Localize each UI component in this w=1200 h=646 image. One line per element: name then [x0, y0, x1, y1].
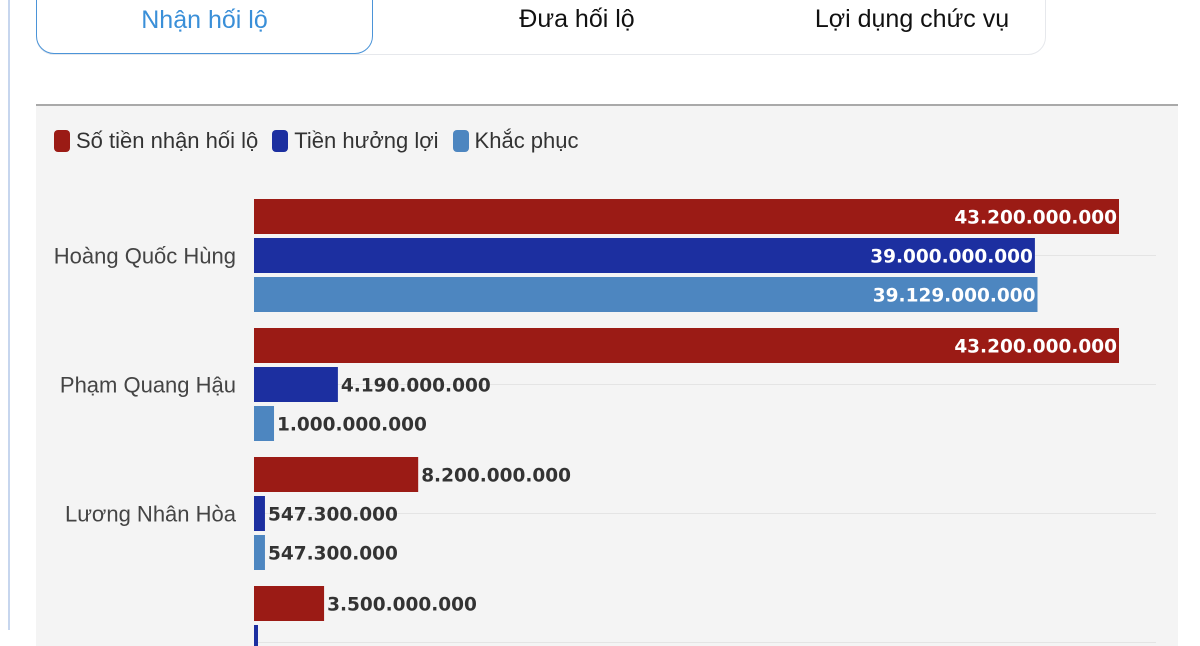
- bar[interactable]: [254, 277, 1038, 312]
- bar[interactable]: [254, 586, 325, 621]
- category-label: Hoàng Quốc Hùng: [54, 244, 236, 269]
- legend-label: Tiền hưởng lợi: [294, 128, 439, 153]
- bar[interactable]: [254, 406, 275, 441]
- bar[interactable]: [254, 199, 1119, 234]
- legend-swatch: [272, 130, 289, 152]
- category-label: Lương Nhân Hòa: [65, 502, 237, 527]
- chart-panel: Hoàng Quốc Hùng 43.200.000.000 39.000.000.…: [36, 104, 1178, 646]
- legend-swatch: [452, 130, 469, 152]
- bar[interactable]: [254, 625, 259, 646]
- tab-nhan-hoi-lo[interactable]: Nhận hối lộ: [36, 0, 373, 54]
- legend-item-khac-phuc[interactable]: Khắc phục: [452, 128, 579, 154]
- tab-dua-hoi-lo[interactable]: Đưa hối lộ: [519, 5, 635, 33]
- data-label: 39.129.000.000: [873, 286, 1036, 307]
- bar[interactable]: [254, 328, 1119, 363]
- bar[interactable]: [254, 367, 338, 402]
- bar[interactable]: [254, 457, 419, 492]
- data-label: 3.500.000.000: [327, 595, 477, 616]
- page-left-rule: [8, 0, 10, 630]
- legend-item-tien-huong-loi[interactable]: Tiền hưởng lợi: [272, 128, 439, 154]
- bar[interactable]: [254, 535, 265, 570]
- data-label: 1.000.000.000: [277, 415, 427, 436]
- category-label: Phạm Quang Hậu: [60, 373, 236, 398]
- legend-swatch: [54, 130, 70, 152]
- data-label: 4.190.000.000: [341, 376, 491, 397]
- legend-label: Khắc phục: [474, 128, 579, 153]
- data-label: 547.300.000: [268, 544, 398, 565]
- chart-legend: Số tiền nhận hối lộ Tiền hưởng lợi Khắc …: [54, 128, 593, 154]
- tab-loi-dung-chuc-vu[interactable]: Lợi dụng chức vụ: [814, 5, 1010, 33]
- legend-label: Số tiền nhận hối lộ: [76, 128, 259, 153]
- data-label: 547.300.000: [268, 505, 398, 526]
- legend-item-so-tien-nhan-hoi-lo[interactable]: Số tiền nhận hối lộ: [54, 128, 258, 154]
- bar[interactable]: [254, 496, 265, 531]
- data-label: 43.200.000.000: [954, 337, 1117, 358]
- data-label: 43.200.000.000: [954, 208, 1117, 229]
- data-label: 39.000.000.000: [870, 247, 1033, 268]
- bar-chart: Hoàng Quốc Hùng 43.200.000.000 39.000.000.…: [54, 199, 1156, 646]
- data-label: 8.200.000.000: [421, 466, 571, 487]
- bar[interactable]: [254, 238, 1035, 273]
- tab-bar: Nhận hối lộ Đưa hối lộ Lợi dụng chức vụ: [36, 0, 1046, 55]
